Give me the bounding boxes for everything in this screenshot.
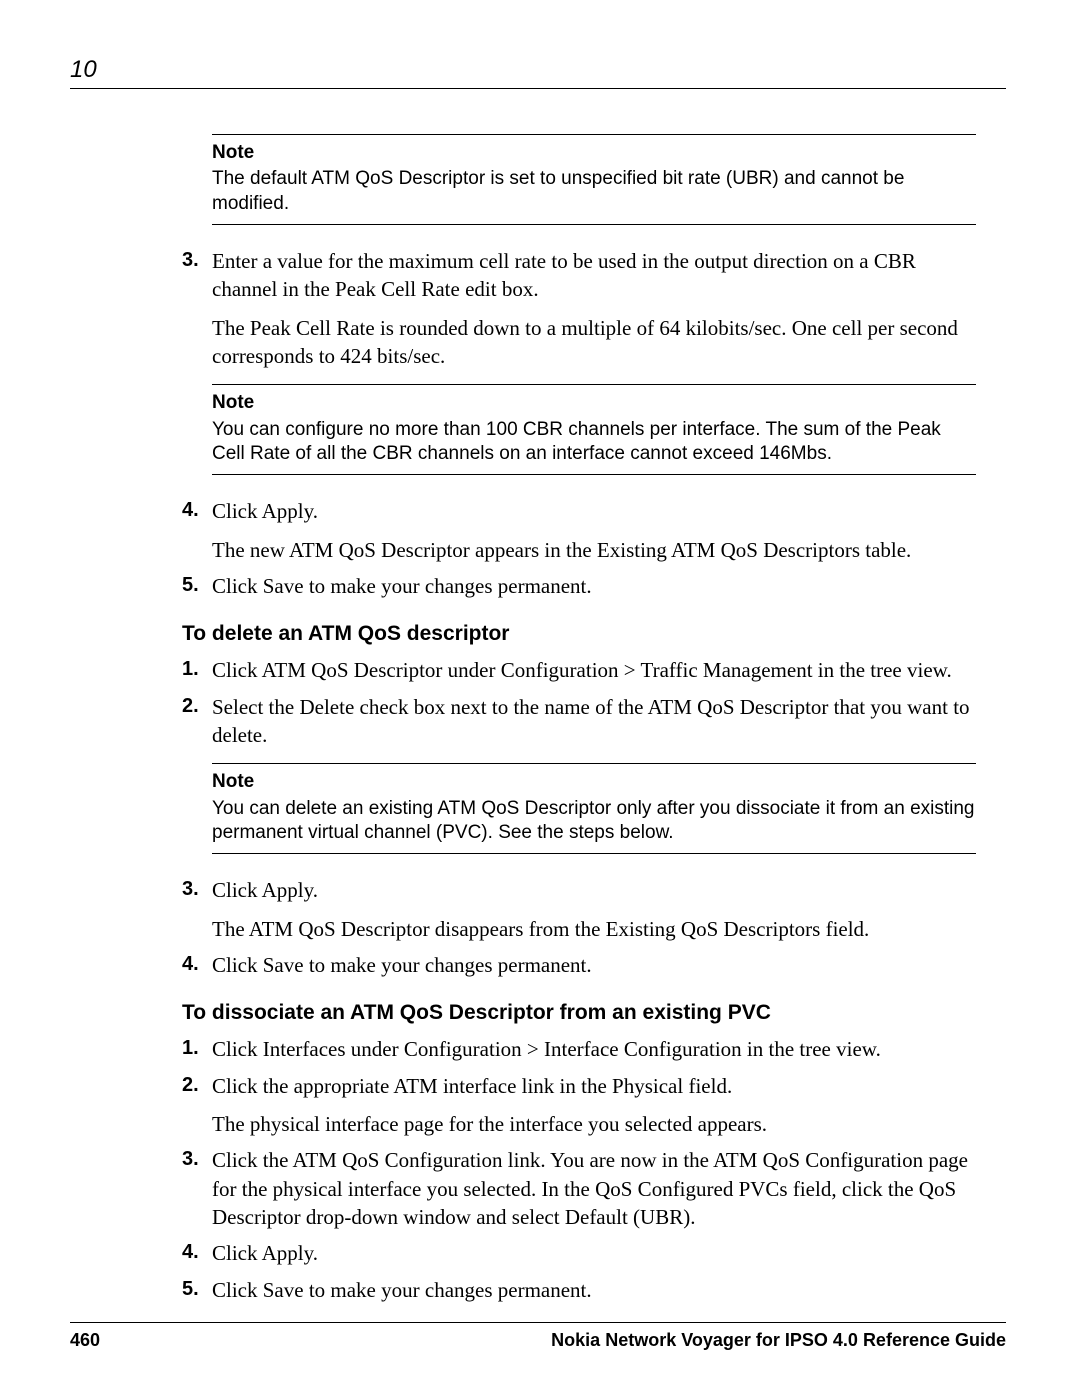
step-number: 2.	[182, 693, 212, 750]
step-item: 4. Click Apply. The new ATM QoS Descript…	[182, 497, 1006, 564]
step-body: Click Save to make your changes permanen…	[212, 1276, 1006, 1304]
step-number: 4.	[182, 951, 212, 979]
step-item: 4. Click Apply.	[182, 1239, 1006, 1267]
note-box: Note You can delete an existing ATM QoS …	[212, 763, 976, 854]
step-text: The ATM QoS Descriptor disappears from t…	[212, 915, 986, 943]
step-body: Click Save to make your changes permanen…	[212, 951, 1006, 979]
page-number: 460	[70, 1330, 100, 1351]
page-footer: 460 Nokia Network Voyager for IPSO 4.0 R…	[70, 1330, 1006, 1351]
step-item: 3. Enter a value for the maximum cell ra…	[182, 247, 1006, 370]
note-box: Note The default ATM QoS Descriptor is s…	[212, 134, 976, 225]
note-title: Note	[212, 770, 976, 794]
step-text: Click Apply.	[212, 497, 986, 525]
step-number: 3.	[182, 876, 212, 943]
step-item: 2. Click the appropriate ATM interface l…	[182, 1072, 1006, 1139]
step-item: 4. Click Save to make your changes perma…	[182, 951, 1006, 979]
step-text: The new ATM QoS Descriptor appears in th…	[212, 536, 986, 564]
step-body: Click Apply.	[212, 1239, 1006, 1267]
step-text: The physical interface page for the inte…	[212, 1110, 986, 1138]
note-title: Note	[212, 141, 976, 165]
step-number: 4.	[182, 497, 212, 564]
step-text: Click the ATM QoS Configuration link. Yo…	[212, 1146, 986, 1231]
step-body: Select the Delete check box next to the …	[212, 693, 1006, 750]
step-text: Click ATM QoS Descriptor under Configura…	[212, 656, 986, 684]
step-body: Click the ATM QoS Configuration link. Yo…	[212, 1146, 1006, 1231]
step-number: 4.	[182, 1239, 212, 1267]
step-number: 3.	[182, 1146, 212, 1231]
step-body: Click Apply. The new ATM QoS Descriptor …	[212, 497, 1006, 564]
note-body: You can configure no more than 100 CBR c…	[212, 418, 976, 467]
step-body: Click ATM QoS Descriptor under Configura…	[212, 656, 1006, 684]
step-text: Select the Delete check box next to the …	[212, 693, 986, 750]
step-item: 5. Click Save to make your changes perma…	[182, 1276, 1006, 1304]
step-body: Click Interfaces under Configuration > I…	[212, 1035, 1006, 1063]
step-text: Enter a value for the maximum cell rate …	[212, 247, 986, 304]
step-number: 3.	[182, 247, 212, 370]
step-text: Click Interfaces under Configuration > I…	[212, 1035, 986, 1063]
section-heading: To delete an ATM QoS descriptor	[182, 622, 1006, 646]
step-text: Click Save to make your changes permanen…	[212, 951, 986, 979]
header-rule	[70, 88, 1006, 89]
footer-rule	[70, 1322, 1006, 1323]
step-number: 5.	[182, 1276, 212, 1304]
step-text: The Peak Cell Rate is rounded down to a …	[212, 314, 986, 371]
step-body: Click Save to make your changes permanen…	[212, 572, 1006, 600]
document-title: Nokia Network Voyager for IPSO 4.0 Refer…	[551, 1330, 1006, 1351]
step-text: Click Save to make your changes permanen…	[212, 1276, 986, 1304]
step-item: 2. Select the Delete check box next to t…	[182, 693, 1006, 750]
step-number: 1.	[182, 656, 212, 684]
chapter-number: 10	[70, 56, 97, 84]
step-text: Click the appropriate ATM interface link…	[212, 1072, 986, 1100]
note-body: You can delete an existing ATM QoS Descr…	[212, 797, 976, 846]
note-title: Note	[212, 391, 976, 415]
step-text: Click Save to make your changes permanen…	[212, 572, 986, 600]
step-item: 3. Click Apply. The ATM QoS Descriptor d…	[182, 876, 1006, 943]
step-number: 1.	[182, 1035, 212, 1063]
step-number: 2.	[182, 1072, 212, 1139]
note-body: The default ATM QoS Descriptor is set to…	[212, 167, 976, 216]
step-body: Click Apply. The ATM QoS Descriptor disa…	[212, 876, 1006, 943]
step-text: Click Apply.	[212, 876, 986, 904]
step-item: 1. Click Interfaces under Configuration …	[182, 1035, 1006, 1063]
step-item: 5. Click Save to make your changes perma…	[182, 572, 1006, 600]
note-box: Note You can configure no more than 100 …	[212, 384, 976, 475]
section-heading: To dissociate an ATM QoS Descriptor from…	[182, 1001, 1006, 1025]
page-content: Note The default ATM QoS Descriptor is s…	[182, 120, 1006, 1312]
step-item: 1. Click ATM QoS Descriptor under Config…	[182, 656, 1006, 684]
step-body: Enter a value for the maximum cell rate …	[212, 247, 1006, 370]
step-body: Click the appropriate ATM interface link…	[212, 1072, 1006, 1139]
step-number: 5.	[182, 572, 212, 600]
step-item: 3. Click the ATM QoS Configuration link.…	[182, 1146, 1006, 1231]
step-text: Click Apply.	[212, 1239, 986, 1267]
